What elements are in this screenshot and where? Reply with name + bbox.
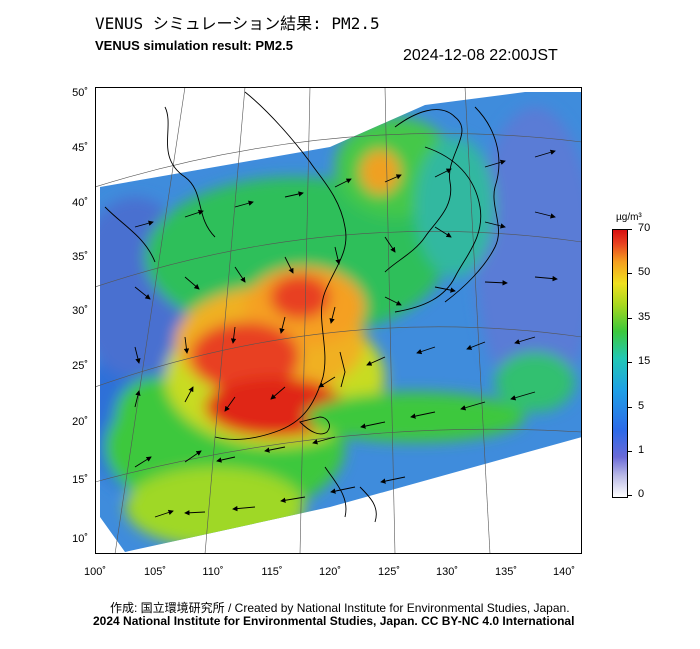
lat-label: 45˚ xyxy=(72,142,88,154)
copyright-text: 2024 National Institute for Environmenta… xyxy=(93,614,575,628)
lat-label: 35˚ xyxy=(72,251,88,263)
coastlines xyxy=(104,91,500,523)
colorbar-label: 70 xyxy=(638,222,651,234)
colorbar-tick xyxy=(627,229,632,230)
lat-label: 50˚ xyxy=(72,87,88,99)
lat-label: 15˚ xyxy=(72,474,88,486)
colorbar-tick xyxy=(627,362,632,363)
colorbar-label: 15 xyxy=(638,355,651,367)
lon-label: 100˚ xyxy=(83,566,107,578)
lat-label: 40˚ xyxy=(72,197,88,209)
colorbar xyxy=(612,229,628,498)
pm25-map xyxy=(95,87,582,554)
concentration-field xyxy=(100,92,582,552)
title-english: VENUS simulation result: PM2.5 xyxy=(95,38,293,53)
wind-vectors xyxy=(134,149,558,518)
colorbar-tick xyxy=(627,318,632,319)
lat-label: 30˚ xyxy=(72,305,88,317)
lat-label: 25˚ xyxy=(72,360,88,372)
colorbar-label: 1 xyxy=(638,444,645,456)
colorbar-label: 5 xyxy=(638,400,645,412)
lon-label: 105˚ xyxy=(143,566,167,578)
timestamp: 2024-12-08 22:00JST xyxy=(403,47,558,64)
lon-label: 125˚ xyxy=(377,566,401,578)
lon-label: 130˚ xyxy=(435,566,459,578)
colorbar-label: 0 xyxy=(638,488,645,500)
colorbar-tick xyxy=(627,451,632,452)
lon-label: 120˚ xyxy=(318,566,342,578)
lon-label: 110˚ xyxy=(202,566,224,578)
lon-label: 135˚ xyxy=(494,566,518,578)
colorbar-label: 50 xyxy=(638,266,651,278)
lat-label: 10˚ xyxy=(72,533,88,545)
lon-label: 140˚ xyxy=(552,566,576,578)
colorbar-tick xyxy=(627,407,632,408)
title-japanese: VENUS シミュレーション結果: PM2.5 xyxy=(95,14,380,33)
colorbar-unit: µg/m³ xyxy=(616,212,642,223)
credit-text: 作成: 国立環境研究所 / Created by National Instit… xyxy=(110,601,570,615)
lon-label: 115˚ xyxy=(261,566,283,578)
colorbar-label: 35 xyxy=(638,311,651,323)
colorbar-tick xyxy=(627,495,632,496)
colorbar-tick xyxy=(627,273,632,274)
lat-label: 20˚ xyxy=(72,416,88,428)
